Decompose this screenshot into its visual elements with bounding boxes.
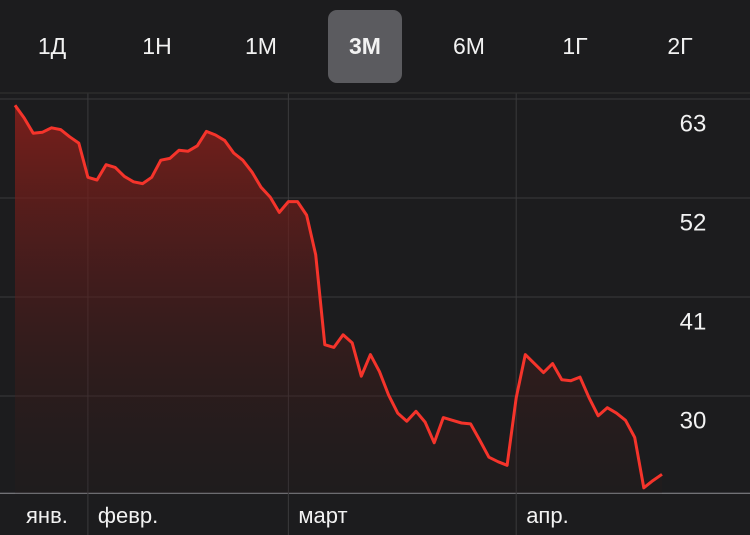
tab[interactable]: 1Н <box>142 33 171 59</box>
x-tick-label: янв. <box>26 503 68 528</box>
tab[interactable]: 6М <box>453 33 485 59</box>
y-tick-label: 41 <box>680 308 707 335</box>
x-tick-label: февр. <box>98 503 158 528</box>
tab[interactable]: 1М <box>245 33 277 59</box>
tab[interactable]: 3М <box>349 33 381 59</box>
selected-tab-bg <box>328 10 402 83</box>
x-tick-label: апр. <box>526 503 569 528</box>
y-tick-label: 52 <box>680 209 707 236</box>
y-tick-label: 30 <box>680 407 707 434</box>
tab[interactable]: 1Д <box>38 33 67 59</box>
area <box>15 105 662 494</box>
y-tick-label: 63 <box>680 110 707 137</box>
tab[interactable]: 2Г <box>667 33 693 59</box>
price-line <box>13 104 663 490</box>
tab[interactable]: 1Г <box>562 33 588 59</box>
x-tick-label: март <box>298 503 347 528</box>
